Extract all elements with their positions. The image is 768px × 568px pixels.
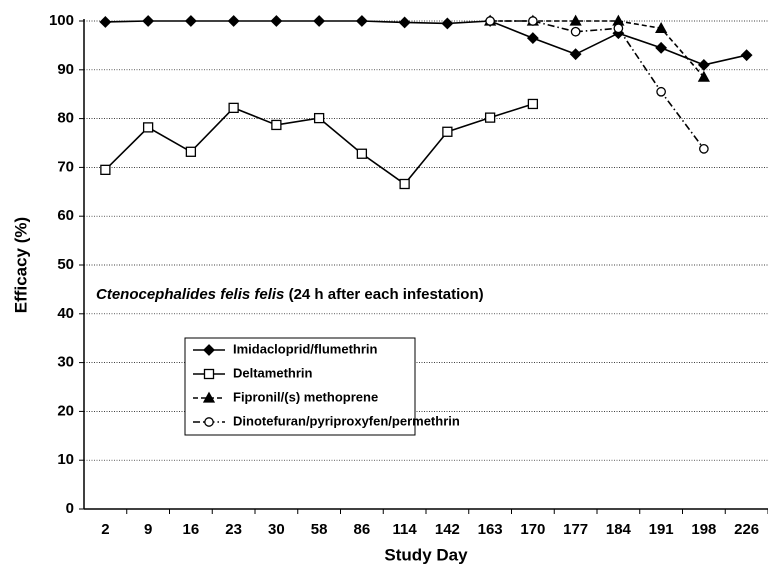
marker (202, 391, 216, 403)
series-line (490, 20, 705, 150)
marker (485, 16, 495, 26)
x-tick-label: 58 (311, 521, 328, 538)
marker (613, 23, 624, 34)
marker (569, 48, 582, 61)
y-axis-label: Efficacy (%) (11, 217, 30, 313)
x-tick-label: 2 (101, 521, 109, 538)
marker (100, 164, 111, 175)
marker (355, 15, 368, 27)
marker (442, 126, 453, 137)
marker (398, 16, 411, 29)
x-tick-label: 198 (691, 521, 716, 538)
x-tick-label: 86 (354, 521, 371, 538)
legend-label: Deltamethrin (233, 365, 313, 380)
x-tick-label: 184 (606, 521, 632, 538)
y-tick-label: 100 (49, 12, 74, 29)
x-tick-label: 114 (393, 521, 418, 538)
marker (227, 15, 240, 27)
y-tick-label: 80 (57, 110, 74, 127)
marker (740, 49, 753, 62)
marker (203, 344, 215, 356)
x-axis-label: Study Day (384, 545, 468, 564)
marker (569, 14, 582, 26)
marker (697, 70, 710, 82)
y-tick-label: 90 (57, 61, 74, 78)
series-line (105, 20, 747, 66)
marker (270, 15, 283, 27)
y-tick-label: 70 (57, 158, 74, 175)
annotation-text: (24 h after each infestation) (284, 286, 483, 303)
marker (313, 15, 326, 27)
x-tick-label: 163 (478, 521, 503, 538)
x-tick-label: 177 (563, 521, 588, 538)
y-tick-label: 0 (66, 500, 74, 517)
marker (99, 16, 112, 28)
marker (185, 146, 197, 157)
marker (203, 368, 215, 380)
marker (697, 59, 710, 71)
y-tick-label: 40 (57, 305, 74, 322)
x-tick-label: 191 (649, 521, 674, 538)
x-tick-label: 23 (225, 521, 242, 538)
y-tick-label: 20 (57, 402, 74, 419)
legend-box (184, 337, 416, 436)
marker (271, 119, 282, 131)
marker (526, 32, 539, 44)
y-tick-label: 30 (57, 354, 74, 371)
marker (527, 98, 539, 110)
marker (655, 41, 668, 54)
legend-label: Fipronil/(s) methoprene (233, 389, 378, 404)
x-tick-label: 9 (144, 521, 152, 538)
marker (356, 148, 368, 159)
annotation-italic: Ctenocephalides felis felis (96, 286, 284, 303)
x-tick-label: 16 (183, 521, 200, 538)
marker (655, 21, 668, 33)
annotation: Ctenocephalides felis felis (24 h after … (96, 286, 484, 303)
legend-label: Dinotefuran/pyriproxyfen/permethrin (233, 413, 460, 428)
x-tick-label: 30 (268, 521, 285, 538)
x-tick-label: 142 (435, 521, 460, 538)
x-tick-label: 226 (734, 521, 759, 538)
marker (656, 86, 666, 97)
marker (184, 15, 197, 27)
legend-label: Imidacloprid/flumethrin (233, 341, 378, 356)
marker (699, 144, 709, 154)
marker (228, 102, 239, 114)
marker (313, 112, 325, 124)
y-tick-label: 10 (57, 451, 74, 468)
marker (204, 417, 214, 427)
marker (528, 16, 538, 26)
marker (484, 112, 496, 123)
marker (441, 17, 454, 30)
marker (142, 122, 154, 133)
x-tick-label: 170 (520, 521, 545, 538)
y-tick-label: 60 (57, 207, 74, 224)
marker (570, 26, 581, 37)
y-tick-label: 50 (57, 256, 74, 273)
marker (142, 15, 155, 27)
marker (399, 178, 410, 190)
